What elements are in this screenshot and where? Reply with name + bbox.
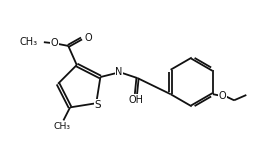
Text: O: O xyxy=(50,38,58,48)
Text: O: O xyxy=(85,33,93,43)
Text: S: S xyxy=(94,100,101,110)
Text: O: O xyxy=(218,90,226,100)
Text: N: N xyxy=(115,67,123,77)
Text: OH: OH xyxy=(129,95,143,105)
Text: CH₃: CH₃ xyxy=(20,37,38,47)
Text: CH₃: CH₃ xyxy=(53,122,71,131)
